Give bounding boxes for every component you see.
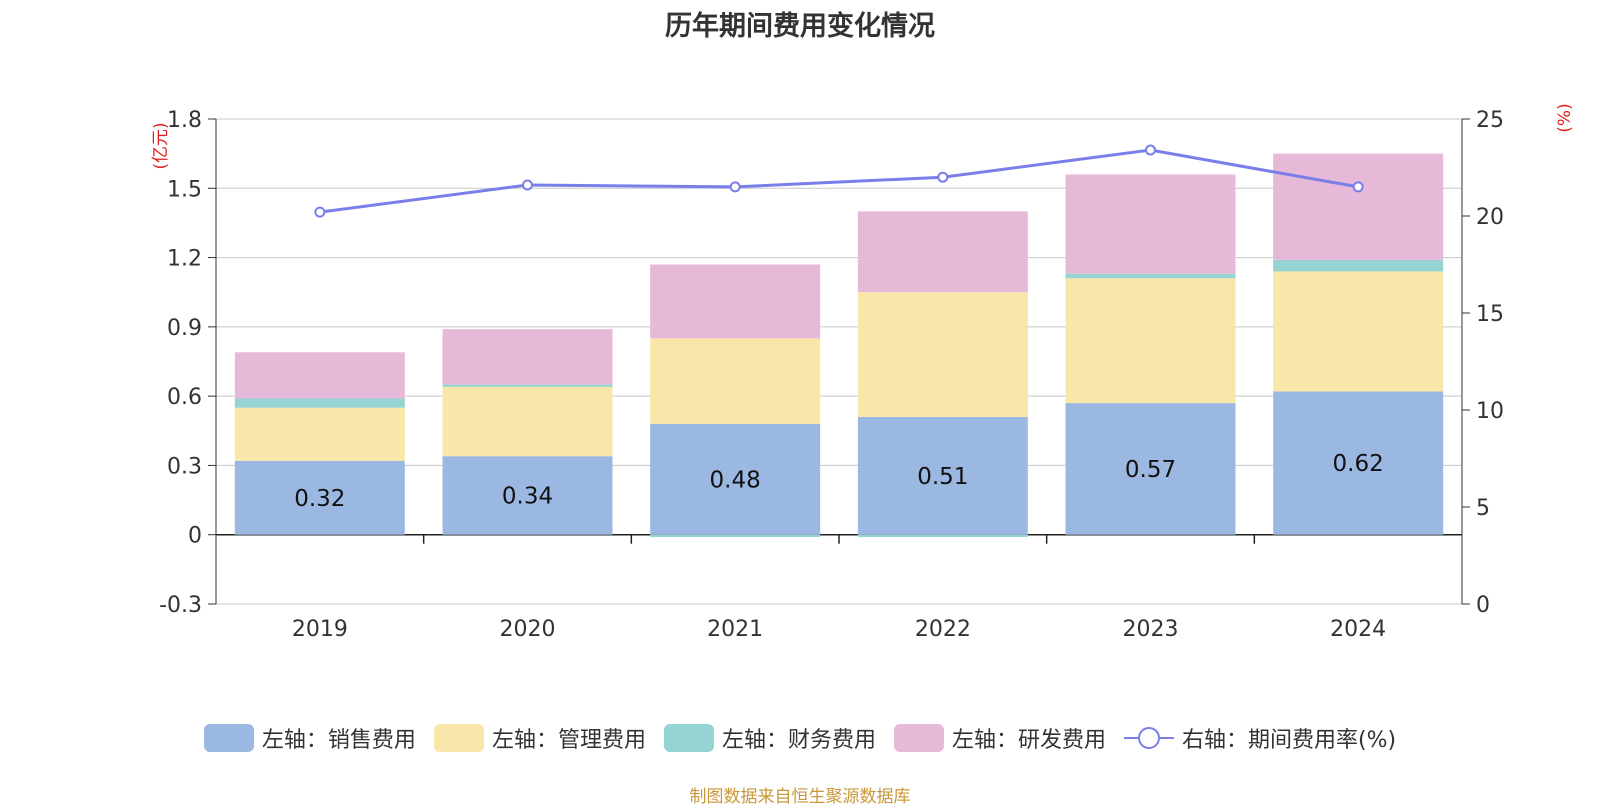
legend-swatch-admin bbox=[433, 724, 484, 752]
right-axis-tick-label: 15 bbox=[1476, 302, 1504, 327]
x-axis-tick-label: 2023 bbox=[1123, 617, 1179, 642]
bar-segment bbox=[442, 384, 613, 387]
expense-rate-point bbox=[1145, 144, 1156, 156]
legend-swatch-expense-rate bbox=[1123, 724, 1174, 752]
left-axis-tick-label: 0 bbox=[188, 524, 202, 549]
left-axis-tick-label: 0.6 bbox=[167, 385, 202, 410]
bar-segment bbox=[857, 534, 1028, 538]
expense-rate-line bbox=[319, 148, 1359, 214]
bar-data-label: 0.57 bbox=[1125, 457, 1176, 483]
bar-segment bbox=[234, 460, 405, 535]
bar-segment bbox=[650, 534, 821, 538]
bar-segment bbox=[1065, 174, 1236, 274]
data-source-note: 制图数据来自恒生聚源数据库 bbox=[689, 787, 911, 807]
bar-segment bbox=[857, 292, 1028, 417]
expense-rate-point bbox=[729, 181, 741, 193]
x-axis-tick-label: 2021 bbox=[707, 617, 763, 642]
legend-swatch-sales bbox=[203, 724, 254, 752]
bar-segment bbox=[1273, 391, 1444, 535]
bar-segment bbox=[1273, 271, 1444, 392]
left-axis-unit-label: (亿元) bbox=[151, 122, 171, 169]
expense-rate-point bbox=[1352, 181, 1364, 193]
bar-segment bbox=[650, 423, 821, 535]
legend-label-finance: 左轴：财务费用 bbox=[721, 728, 876, 753]
right-axis-unit-label: (%) bbox=[1555, 103, 1575, 132]
right-axis-tick-label: 20 bbox=[1476, 205, 1504, 230]
left-axis-tick-label: -0.3 bbox=[159, 593, 202, 618]
bar-segment bbox=[1065, 278, 1236, 404]
legend-item-rnd[interactable]: 左轴：研发费用 bbox=[893, 722, 1106, 754]
chart-plot: -0.3 0 0.3 0.6 0.9 1.2 1.5 1.8 0 5 10 15 20 25 (亿元) (%)… bbox=[151, 103, 1575, 642]
bar-segment bbox=[857, 416, 1028, 535]
expense-rate-point bbox=[522, 179, 533, 191]
right-axis-tick-label: 0 bbox=[1476, 593, 1490, 618]
legend-item-finance[interactable]: 左轴：财务费用 bbox=[663, 722, 876, 754]
bar-segment bbox=[234, 407, 405, 461]
bar-segment bbox=[1065, 403, 1236, 535]
legend-item-admin[interactable]: 左轴：管理费用 bbox=[433, 722, 646, 754]
right-axis-tick-label: 25 bbox=[1476, 108, 1504, 133]
bar-segment bbox=[650, 338, 821, 424]
x-axis-tick-label: 2024 bbox=[1330, 617, 1386, 642]
bar-segment bbox=[442, 329, 613, 385]
bar-segment bbox=[234, 398, 405, 408]
bar-segment bbox=[1273, 153, 1444, 260]
bar-segment bbox=[234, 352, 405, 399]
left-axis-tick-label: 1.8 bbox=[167, 108, 202, 133]
legend: 左轴：销售费用 左轴：管理费用 左轴：财务费用 左轴：研发费用 右轴：期间费用率… bbox=[0, 722, 1600, 754]
chart-title: 历年期间费用变化情况 bbox=[665, 11, 935, 42]
bar-segment bbox=[442, 386, 613, 457]
left-axis-tick-label: 0.3 bbox=[167, 454, 202, 479]
legend-swatch-rnd bbox=[893, 724, 944, 752]
expense-rate-point bbox=[314, 206, 326, 218]
x-axis-tick-label: 2022 bbox=[915, 617, 971, 642]
legend-label-expense-rate: 右轴：期间费用率(%) bbox=[1181, 728, 1397, 753]
bar-segment bbox=[857, 211, 1028, 293]
legend-swatch-finance bbox=[663, 724, 714, 752]
x-axis-tick-label: 2019 bbox=[292, 617, 348, 642]
expense-rate-point bbox=[937, 171, 949, 183]
legend-label-admin: 左轴：管理费用 bbox=[491, 728, 646, 753]
right-axis-tick-label: 5 bbox=[1476, 496, 1490, 521]
left-axis-tick-label: 1.2 bbox=[167, 247, 202, 272]
bar-segment bbox=[650, 264, 821, 339]
bar-segment bbox=[1065, 273, 1236, 279]
bar-data-label: 0.62 bbox=[1333, 451, 1384, 477]
legend-item-sales[interactable]: 左轴：销售费用 bbox=[203, 722, 416, 754]
left-axis-tick-label: 1.5 bbox=[167, 177, 202, 202]
legend-label-rnd: 左轴：研发费用 bbox=[951, 728, 1106, 753]
bar-data-label: 0.32 bbox=[294, 486, 345, 512]
legend-label-sales: 左轴：销售费用 bbox=[261, 728, 416, 753]
legend-item-expense-rate[interactable]: 右轴：期间费用率(%) bbox=[1123, 722, 1397, 754]
bar-data-label: 0.34 bbox=[502, 483, 553, 509]
right-axis-tick-label: 10 bbox=[1476, 399, 1504, 424]
bar-data-label: 0.51 bbox=[917, 464, 968, 490]
x-axis-tick-label: 2020 bbox=[500, 617, 556, 642]
left-axis-tick-label: 0.9 bbox=[167, 316, 202, 341]
bar-segment bbox=[442, 456, 613, 535]
bar-data-label: 0.48 bbox=[710, 467, 761, 493]
bar-segment bbox=[1273, 259, 1444, 272]
